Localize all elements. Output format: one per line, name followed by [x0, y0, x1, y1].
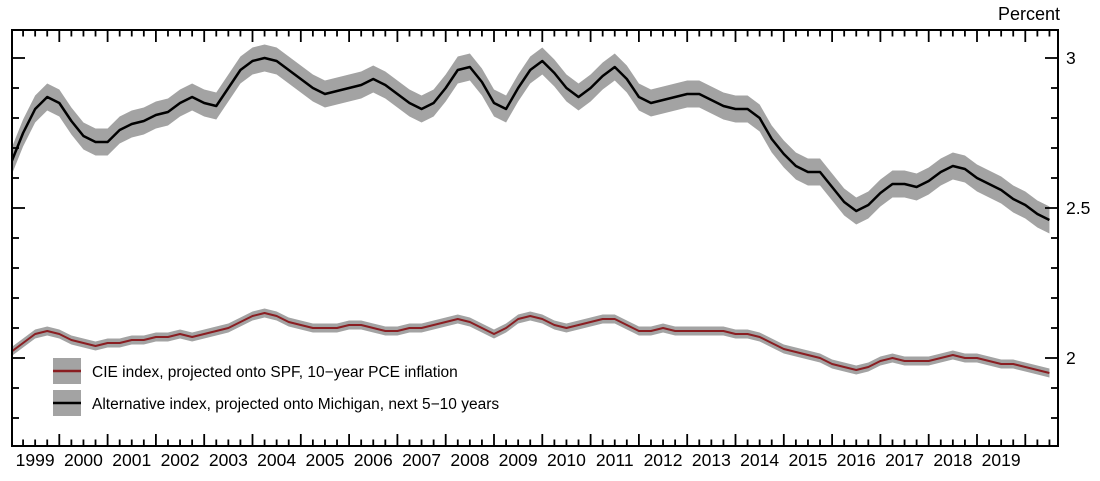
x-axis-year-label: 2005	[305, 450, 344, 470]
x-axis-year-label: 2007	[402, 450, 441, 470]
x-axis-year-label: 2017	[885, 450, 924, 470]
x-axis-year-label: 2011	[596, 450, 634, 470]
x-axis-year-label: 2001	[112, 450, 151, 470]
x-axis-year-label: 1999	[16, 450, 55, 470]
x-axis-year-label: 2016	[837, 450, 876, 470]
legend-label-cie: CIE index, projected onto SPF, 10−year P…	[92, 364, 458, 381]
x-axis-year-label: 2018	[933, 450, 972, 470]
y-axis-unit-label: Percent	[998, 4, 1060, 24]
x-axis-year-label: 2008	[450, 450, 489, 470]
x-axis-year-label: 2015	[788, 450, 827, 470]
x-axis-year-label: 2002	[161, 450, 200, 470]
x-axis-year-label: 2014	[740, 450, 779, 470]
legend-label-alternative: Alternative index, projected onto Michig…	[92, 396, 499, 413]
x-axis-year-label: 2013	[692, 450, 731, 470]
x-axis-year-label: 2004	[257, 450, 296, 470]
legend: CIE index, projected onto SPF, 10−year P…	[53, 358, 499, 416]
x-axis-year-label: 2006	[354, 450, 393, 470]
y-axis-labels: 32.52	[1066, 48, 1090, 368]
plot-border	[11, 29, 1059, 447]
y-axis-tick-label: 3	[1066, 48, 1076, 68]
x-axis-year-label: 2009	[499, 450, 538, 470]
series-line-1	[12, 56, 1051, 222]
x-axis-labels: 1999 2000 2001 2002 2003 2004 2005 2006 2007 2008…	[16, 450, 1021, 470]
y-axis-ticks	[12, 57, 1058, 419]
x-axis-year-label: 2019	[982, 450, 1021, 470]
x-axis-year-label: 2012	[644, 450, 683, 470]
confidence-band-1	[12, 44, 1050, 234]
x-axis-year-label: 2000	[64, 450, 103, 470]
series-line-0	[12, 312, 1050, 374]
y-axis-tick-label: 2	[1066, 348, 1076, 368]
x-axis-year-label: 2010	[547, 450, 586, 470]
series-layer	[12, 44, 1051, 378]
x-axis-year-label: 2003	[209, 450, 248, 470]
y-axis-tick-label: 2.5	[1066, 198, 1090, 218]
x-axis-ticks	[22, 30, 1051, 446]
